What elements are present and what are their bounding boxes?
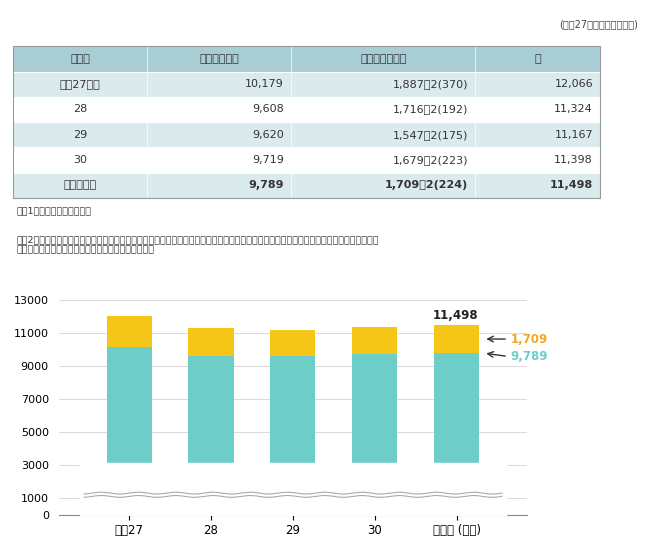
Text: 10,179: 10,179 <box>245 79 284 89</box>
Bar <box>291 122 475 147</box>
Text: 28: 28 <box>73 105 87 114</box>
Text: 1,709　2(224): 1,709 2(224) <box>385 180 468 190</box>
Bar <box>475 97 600 122</box>
Bar <box>475 122 600 147</box>
Text: 2　（　）内は、各年の薬物依存症リハビリ施設（ダルク等の薬物依存からの回復を目的とした施設のうち、自立準備ホームに登録され
　　　ているもの）への委託人員数（内: 2 （ ）内は、各年の薬物依存症リハビリ施設（ダルク等の薬物依存からの回復を目的… <box>16 235 379 255</box>
Bar <box>270 356 316 515</box>
Bar <box>291 46 475 71</box>
Text: 30: 30 <box>73 155 87 165</box>
Bar <box>147 173 291 198</box>
Text: 29: 29 <box>73 130 87 140</box>
Text: 1,547　2(175): 1,547 2(175) <box>393 130 468 140</box>
Text: 1,887　2(370): 1,887 2(370) <box>393 79 468 89</box>
Text: 9,608: 9,608 <box>252 105 284 114</box>
Bar <box>13 71 147 97</box>
Text: 12,066: 12,066 <box>555 79 593 89</box>
Text: (平成27年度～令和元年度): (平成27年度～令和元年度) <box>559 19 638 29</box>
Bar <box>434 325 479 353</box>
Bar <box>189 328 234 356</box>
Text: 11,398: 11,398 <box>554 155 593 165</box>
Text: 注　1　法務省調査による。: 注 1 法務省調査による。 <box>16 207 91 215</box>
Bar <box>475 147 600 173</box>
Bar <box>13 122 147 147</box>
Bar <box>13 147 147 173</box>
Text: 11,167: 11,167 <box>555 130 593 140</box>
Text: 11,324: 11,324 <box>554 105 593 114</box>
Bar <box>107 316 152 347</box>
Text: 9,620: 9,620 <box>252 130 284 140</box>
Text: 1,716　2(192): 1,716 2(192) <box>393 105 468 114</box>
Bar <box>475 71 600 97</box>
Bar <box>475 173 600 198</box>
Text: 自立準備ホーム: 自立準備ホーム <box>360 54 406 64</box>
Bar <box>13 173 147 198</box>
Bar <box>291 173 475 198</box>
Bar <box>147 122 291 147</box>
Text: 11,498: 11,498 <box>549 180 593 190</box>
Text: 9,789: 9,789 <box>510 350 548 363</box>
Bar <box>13 46 147 71</box>
Bar <box>291 147 475 173</box>
Bar <box>147 147 291 173</box>
Text: 1,709: 1,709 <box>510 332 547 346</box>
Text: 年　度: 年 度 <box>70 54 90 64</box>
Bar <box>189 356 234 515</box>
Bar <box>107 347 152 515</box>
Bar <box>352 354 397 515</box>
Text: 令和元年度: 令和元年度 <box>64 180 97 190</box>
Text: 計: 計 <box>534 54 541 64</box>
Bar <box>475 46 600 71</box>
Text: 平成27年度: 平成27年度 <box>60 79 100 89</box>
Bar <box>291 97 475 122</box>
Text: 9,789: 9,789 <box>248 180 284 190</box>
Bar <box>270 330 316 356</box>
Bar <box>352 326 397 354</box>
Bar <box>291 71 475 97</box>
Text: 11,498: 11,498 <box>432 309 478 322</box>
Bar <box>147 97 291 122</box>
Bar <box>147 46 291 71</box>
Bar <box>13 46 600 198</box>
Text: 1,679　2(223): 1,679 2(223) <box>393 155 468 165</box>
Bar <box>434 353 479 515</box>
Bar <box>147 71 291 97</box>
Text: 9,719: 9,719 <box>252 155 284 165</box>
Bar <box>13 97 147 122</box>
Text: 更生保護施設: 更生保護施設 <box>199 54 239 64</box>
